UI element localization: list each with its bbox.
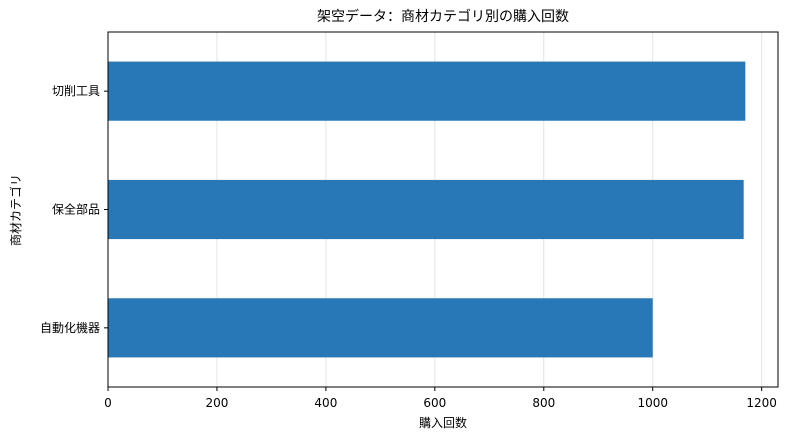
bars	[108, 61, 746, 358]
x-tick-label: 1200	[746, 396, 777, 410]
y-axis-label: 商材カテゴリ	[8, 174, 23, 246]
y-tick-label: 切削工具	[52, 84, 100, 98]
x-axis-label: 購入回数	[419, 415, 467, 430]
x-tick-label: 0	[104, 396, 112, 410]
bar	[108, 61, 746, 121]
bar	[108, 179, 744, 240]
x-tick-label: 800	[532, 396, 555, 410]
chart-title: 架空データ：商材カテゴリ別の購入回数	[317, 8, 569, 25]
x-tick-label: 400	[314, 396, 337, 410]
x-tick-label: 1000	[637, 396, 668, 410]
y-tick-label: 自動化機器	[40, 320, 100, 335]
x-axis-ticks: 0 200 400 600 800 1000 1200	[104, 387, 777, 410]
x-tick-label: 200	[205, 396, 228, 410]
x-tick-label: 600	[423, 396, 446, 410]
bar	[108, 298, 653, 358]
y-tick-label: 保全部品	[52, 202, 100, 217]
